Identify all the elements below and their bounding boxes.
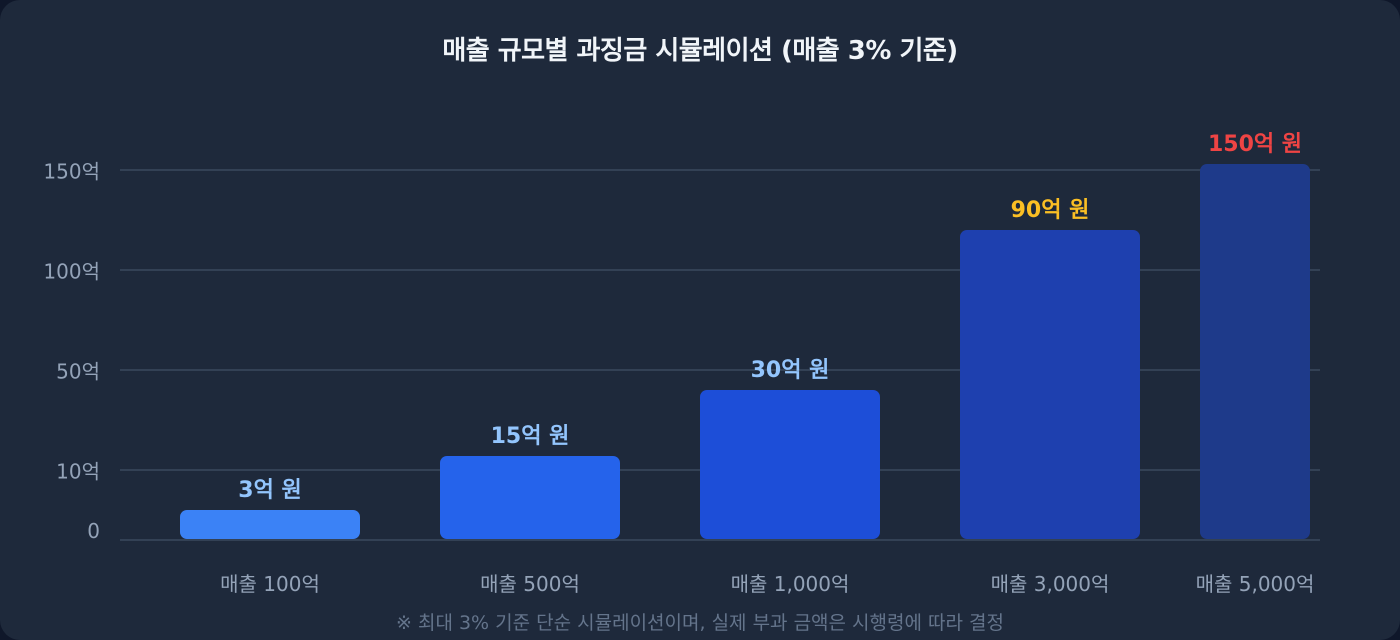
footnote: ※ 최대 3% 기준 단순 시뮬레이션이며, 실제 부과 금액은 시행령에 따라… — [396, 612, 1004, 634]
bar — [960, 230, 1140, 539]
bar — [700, 390, 880, 539]
bar-value-label: 3억 원 — [238, 478, 302, 503]
y-tick-label: 0 — [87, 519, 100, 543]
x-axis-label: 매출 500억 — [480, 572, 580, 596]
bar-value-label: 90억 원 — [1010, 198, 1090, 223]
bar — [180, 510, 360, 539]
bar — [1200, 164, 1310, 539]
gridline — [120, 369, 1320, 371]
gridline — [120, 269, 1320, 271]
bar-value-label: 15억 원 — [490, 424, 570, 449]
chart-title: 매출 규모별 과징금 시뮬레이션 (매출 3% 기준) — [442, 36, 958, 66]
y-tick-label: 150억 — [43, 159, 100, 184]
x-axis-label: 매출 5,000억 — [1195, 572, 1315, 596]
y-tick-label: 100억 — [43, 259, 100, 284]
x-axis-label: 매출 3,000억 — [990, 572, 1110, 596]
y-tick-label: 50억 — [56, 359, 100, 384]
y-tick-label: 10억 — [56, 459, 100, 484]
gridline — [120, 539, 1320, 541]
bar-value-label: 30억 원 — [750, 358, 830, 383]
x-axis-label: 매출 100억 — [220, 572, 320, 596]
bar-value-label: 150억 원 — [1207, 132, 1303, 157]
x-axis-label: 매출 1,000억 — [730, 572, 850, 596]
bar — [440, 456, 620, 539]
gridline — [120, 169, 1320, 171]
